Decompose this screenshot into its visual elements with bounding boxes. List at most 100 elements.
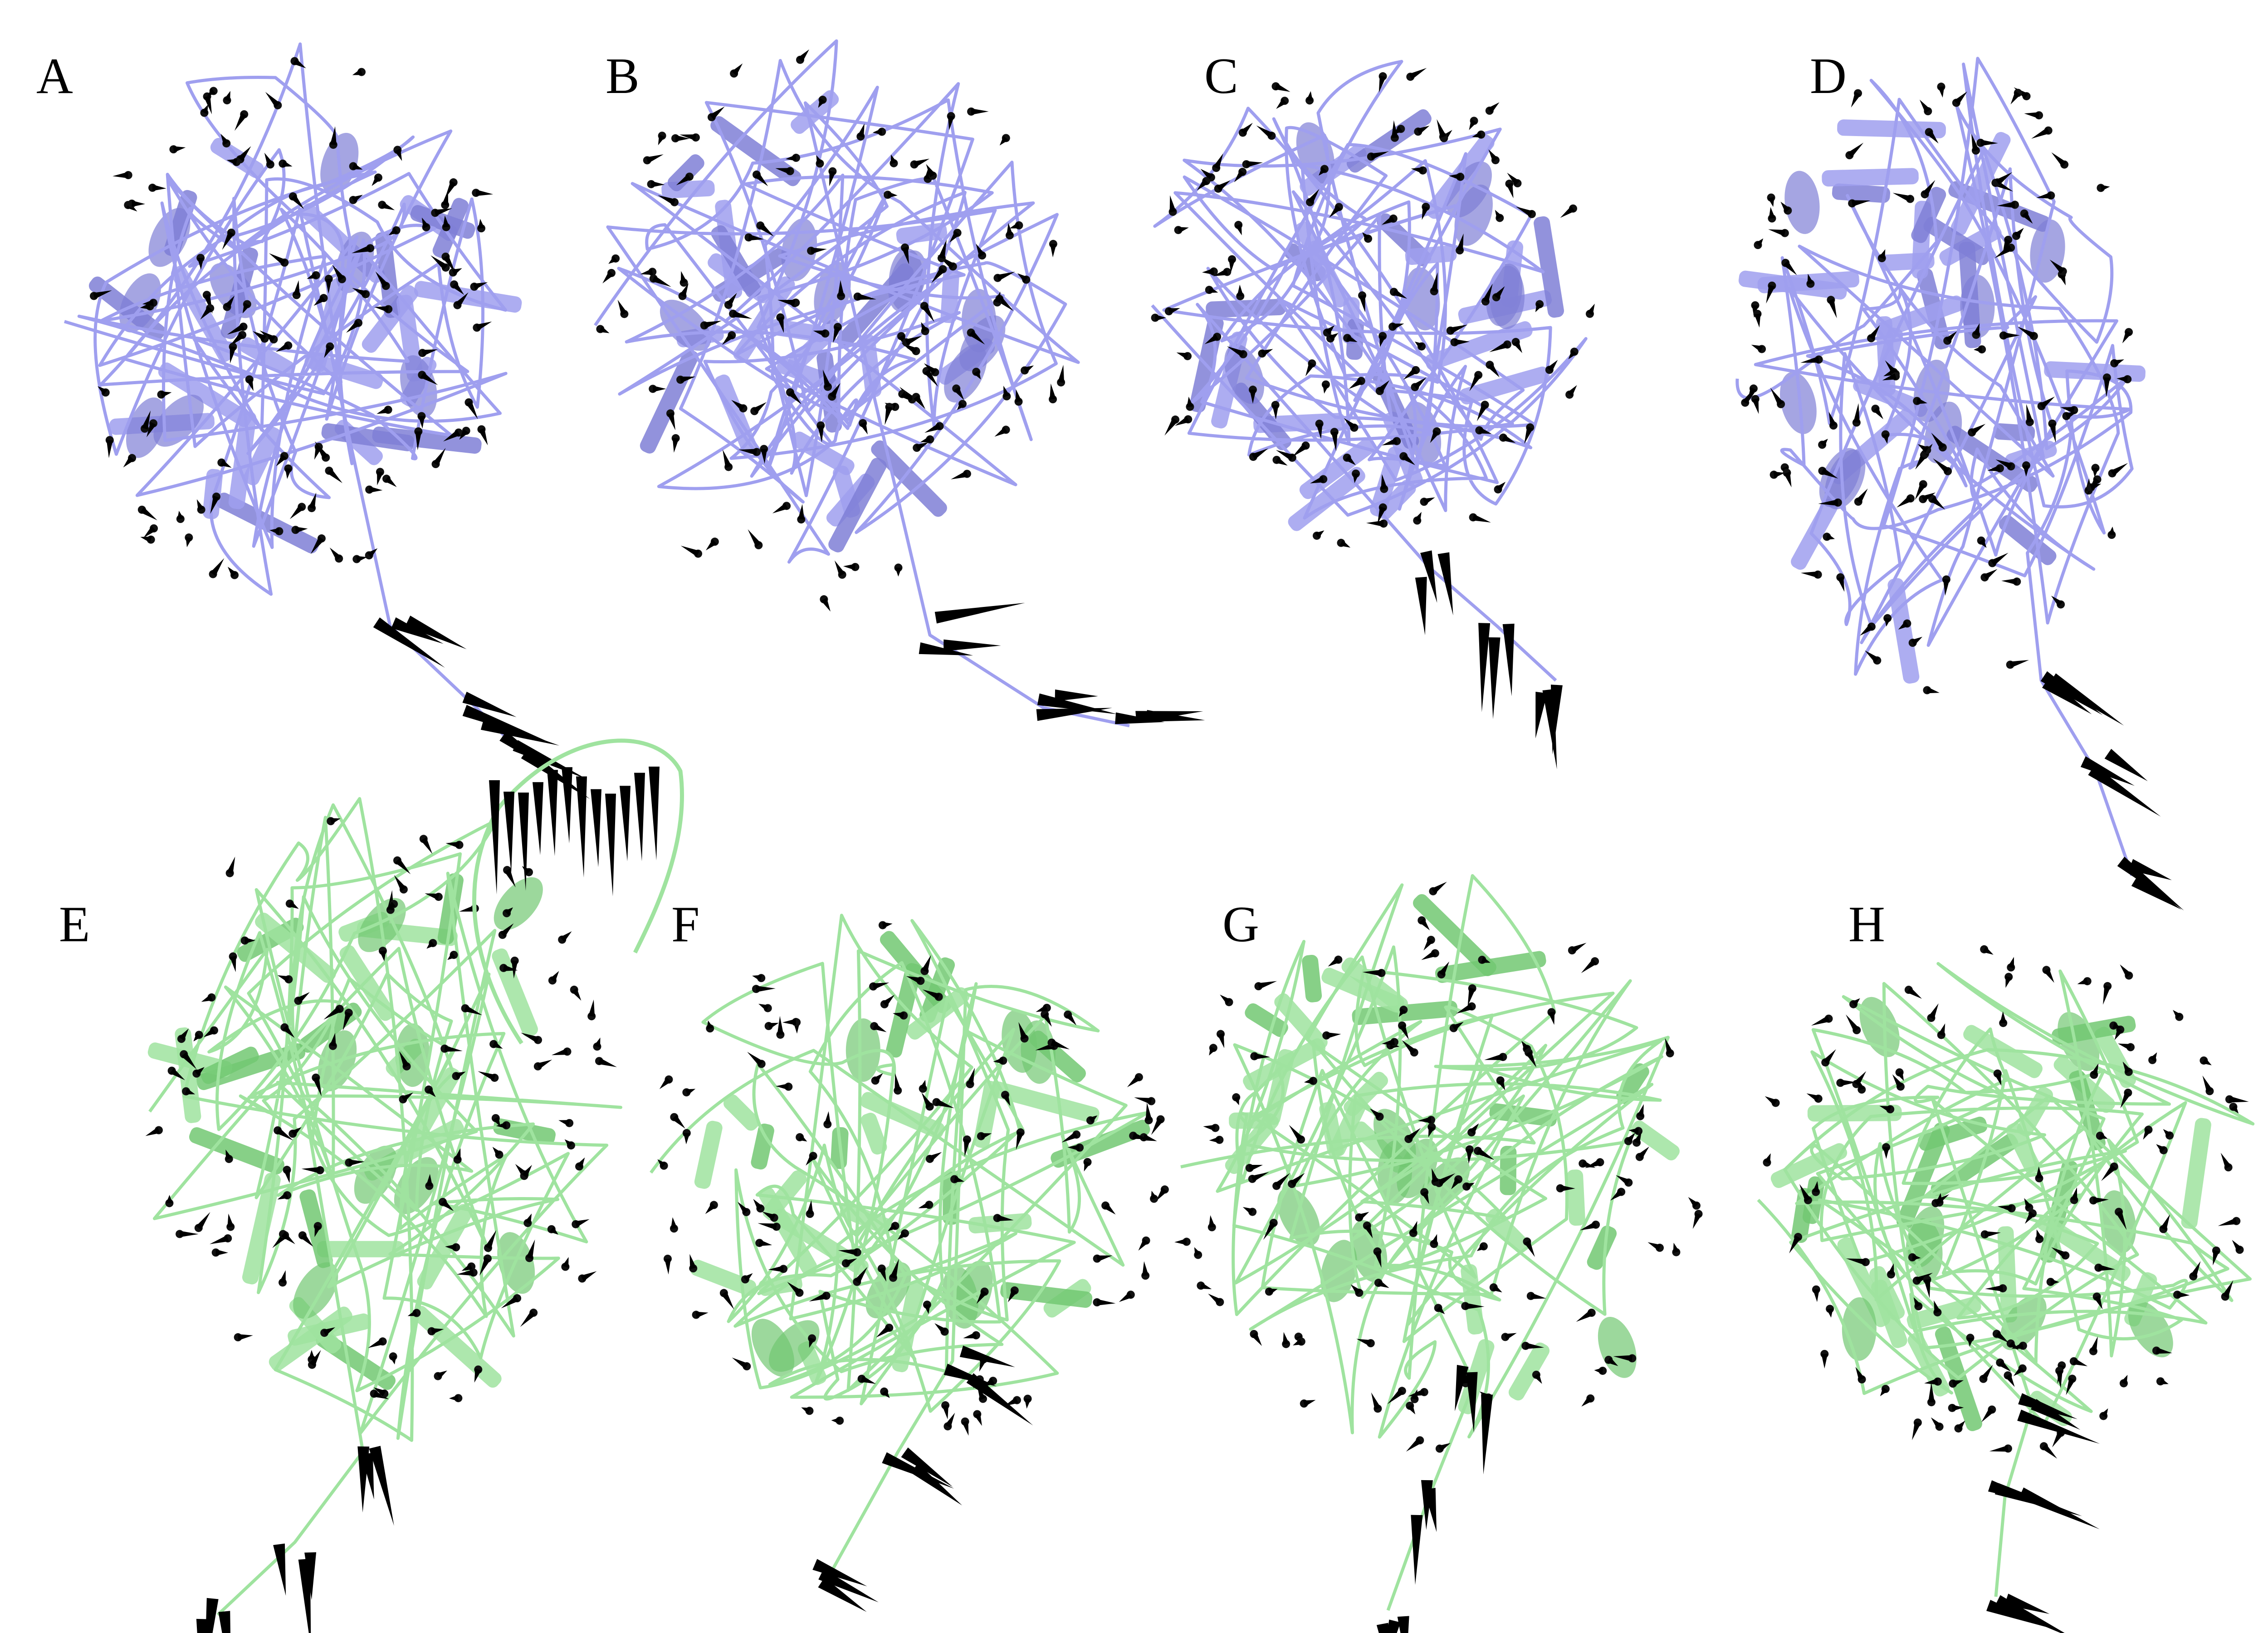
- motion-arrow: [264, 152, 274, 166]
- motion-arrow: [951, 470, 968, 479]
- motion-arrow: [1061, 1132, 1078, 1143]
- motion-arrow: [399, 1051, 410, 1068]
- motion-arrow: [521, 1032, 539, 1043]
- motion-arrow: [1065, 1012, 1077, 1026]
- motion-arrow: [332, 264, 345, 281]
- motion-arrow: [2101, 1164, 2116, 1181]
- large-motion-arrow: [1478, 623, 1491, 712]
- motion-arrow: [675, 135, 690, 142]
- motion-arrow: [707, 1020, 714, 1029]
- motion-arrow: [1855, 1367, 1865, 1381]
- motion-arrow: [1851, 92, 1861, 108]
- motion-arrow: [843, 563, 855, 570]
- motion-arrow: [220, 460, 232, 468]
- motion-arrow: [492, 1041, 503, 1049]
- motion-arrow: [324, 345, 333, 358]
- motion-arrow: [1467, 988, 1476, 1006]
- motion-arrow: [811, 247, 827, 254]
- secondary-structure: [2044, 361, 2146, 382]
- secondary-structure: [1274, 993, 1328, 1051]
- motion-arrow: [1304, 1077, 1314, 1084]
- motion-arrow: [1994, 1331, 2009, 1343]
- secondary-structure: [1459, 367, 1550, 405]
- motion-arrow: [1366, 520, 1384, 527]
- motion-arrow: [2065, 411, 2077, 419]
- motion-arrow: [445, 1244, 456, 1251]
- motion-arrow: [1820, 439, 1828, 447]
- motion-arrow: [1888, 1263, 1894, 1276]
- motion-arrow: [873, 1023, 887, 1032]
- motion-arrow: [913, 158, 930, 168]
- secondary-structure: [1587, 1225, 1617, 1270]
- motion-arrow: [2101, 1408, 2108, 1418]
- large-motion-arrow: [1437, 552, 1453, 616]
- motion-arrow: [1197, 179, 1209, 191]
- motion-arrow: [323, 1327, 335, 1336]
- motion-arrow: [754, 172, 768, 186]
- motion-arrow: [293, 280, 300, 296]
- motion-arrow: [196, 1212, 210, 1230]
- extended-loop: [472, 738, 684, 1045]
- motion-arrow: [1487, 102, 1500, 113]
- motion-arrow: [857, 123, 865, 137]
- motion-arrow: [664, 1258, 671, 1275]
- panel-label-e: E: [59, 896, 90, 953]
- motion-arrow: [1746, 387, 1757, 404]
- motion-arrow: [265, 92, 280, 108]
- motion-arrow: [829, 383, 841, 398]
- motion-arrow: [269, 253, 286, 265]
- motion-arrow: [976, 1290, 987, 1304]
- motion-arrow: [1408, 68, 1427, 80]
- motion-arrow: [973, 370, 981, 380]
- motion-arrow: [2077, 978, 2088, 984]
- motion-arrow: [2043, 968, 2054, 983]
- motion-arrow: [93, 290, 112, 299]
- motion-arrow: [1398, 1008, 1407, 1017]
- motion-arrow: [301, 1167, 321, 1173]
- motion-arrow: [1411, 167, 1423, 174]
- motion-arrow: [1036, 1005, 1048, 1012]
- motion-arrow: [238, 146, 251, 161]
- motion-arrow: [1917, 444, 1929, 453]
- motion-arrow: [602, 271, 614, 284]
- motion-arrow: [147, 422, 156, 437]
- motion-arrow: [1487, 362, 1500, 378]
- motion-arrow: [485, 1230, 497, 1249]
- motion-arrow: [1119, 1292, 1133, 1302]
- motion-arrow: [1103, 1203, 1116, 1215]
- motion-arrow: [2156, 1144, 2166, 1153]
- motion-arrow: [1933, 458, 1950, 474]
- motion-arrow: [478, 428, 488, 445]
- motion-arrow: [1399, 1024, 1409, 1040]
- motion-arrow: [1688, 1197, 1699, 1208]
- motion-arrow: [994, 427, 1008, 437]
- motion-arrow: [210, 495, 220, 514]
- motion-arrow: [617, 299, 627, 316]
- motion-arrow: [342, 1012, 352, 1031]
- motion-arrow: [1274, 1173, 1290, 1188]
- motion-arrow: [314, 1225, 321, 1237]
- large-motion-arrow: [273, 1543, 286, 1596]
- motion-arrow: [222, 231, 235, 250]
- motion-arrow: [246, 378, 254, 391]
- motion-arrow: [672, 1115, 685, 1129]
- motion-arrow: [1213, 153, 1223, 170]
- secondary-structure: [751, 1123, 774, 1170]
- secondary-structure: [1341, 957, 1408, 1013]
- motion-arrow: [1326, 1032, 1341, 1039]
- motion-arrow: [1413, 377, 1427, 390]
- motion-arrow: [1437, 1173, 1456, 1186]
- motion-arrow: [420, 837, 433, 854]
- motion-arrow: [478, 219, 484, 229]
- motion-arrow: [106, 440, 113, 458]
- motion-arrow: [1981, 1407, 1994, 1423]
- motion-arrow: [1268, 1288, 1278, 1295]
- motion-arrow: [377, 471, 383, 485]
- motion-arrow: [738, 1202, 749, 1214]
- motion-arrow: [1892, 193, 1911, 202]
- motion-arrow: [207, 88, 216, 97]
- motion-arrow: [282, 1025, 295, 1038]
- motion-arrow: [821, 597, 831, 612]
- motion-arrow: [722, 333, 734, 345]
- motion-arrow: [224, 91, 230, 102]
